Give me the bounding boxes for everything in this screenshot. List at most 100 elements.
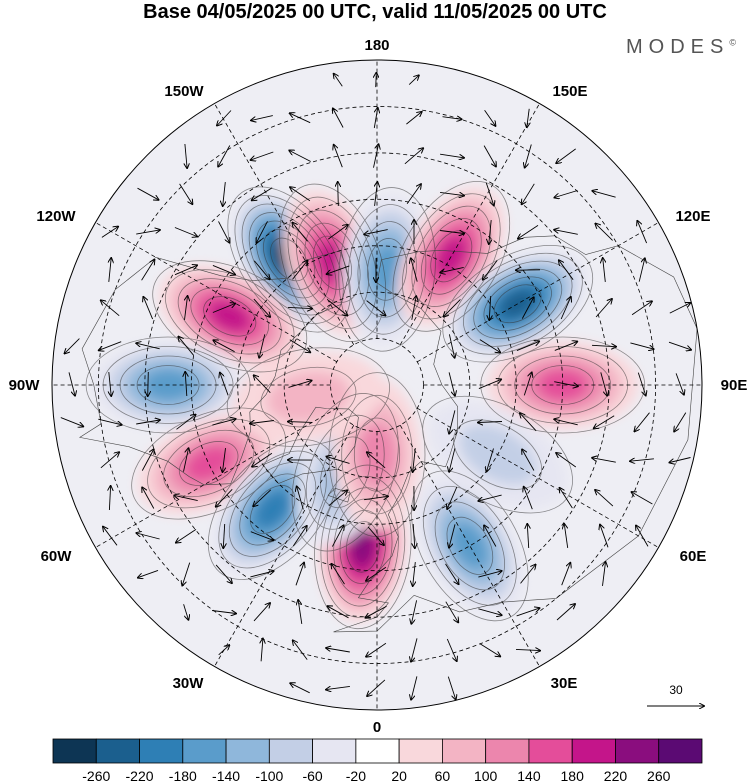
wind-arrow xyxy=(561,563,571,586)
wind-arrow xyxy=(366,642,387,656)
lon-label-120e: 120E xyxy=(675,208,710,225)
wind-arrow xyxy=(445,601,458,623)
wind-arrow xyxy=(600,372,607,395)
map-title: Base 04/05/2025 00 UTC, valid 11/05/2025… xyxy=(143,1,607,23)
wind-arrow xyxy=(636,526,649,547)
wind-arrow xyxy=(559,260,574,280)
wind-arrow xyxy=(411,258,418,282)
wind-arrow xyxy=(101,300,120,317)
wind-arrow xyxy=(367,452,386,469)
wind-arrow xyxy=(554,419,578,426)
colorbar-tick-label: -100 xyxy=(255,768,283,783)
anomaly-low xyxy=(213,444,332,575)
wind-arrow xyxy=(564,524,569,548)
wind-arrow xyxy=(183,604,189,619)
lon-label-0: 0 xyxy=(373,719,381,736)
wind-arrow xyxy=(290,683,310,694)
longitude-labels: 180 0 90W 90E 150W 120W 60W 30W 150E 120… xyxy=(9,37,748,736)
colorbar-tick-label: 260 xyxy=(647,768,671,783)
wind-arrow xyxy=(142,488,155,509)
wind-arrow xyxy=(524,487,533,510)
wind-arrow xyxy=(174,227,197,237)
wind-arrow xyxy=(669,303,690,314)
wind-arrow xyxy=(99,341,122,351)
wind-arrow xyxy=(376,73,377,88)
wind-arrow xyxy=(141,260,155,281)
wind-arrow xyxy=(638,258,645,282)
colorbar-swatch xyxy=(485,738,530,764)
wind-arrow xyxy=(630,342,653,349)
wind-arrow xyxy=(411,676,418,699)
colorbar-tick-label: -260 xyxy=(82,768,110,783)
wind-arrow xyxy=(333,109,344,128)
wind-arrow xyxy=(136,343,160,350)
wind-arrow xyxy=(212,611,236,614)
wind-arrow xyxy=(223,182,226,206)
wind-arrow xyxy=(594,415,615,429)
meridian-line xyxy=(95,407,337,548)
wind-arrow xyxy=(373,108,377,129)
wind-arrow xyxy=(554,381,578,387)
wind-arrow xyxy=(520,565,536,584)
wind-arrow xyxy=(289,339,310,353)
colorbar-tick-label: 140 xyxy=(517,768,541,783)
colorbar-swatch xyxy=(355,738,400,764)
wind-arrow xyxy=(484,526,497,547)
wind-arrow xyxy=(447,486,458,509)
wind-arrow xyxy=(375,182,378,206)
wind-arrow xyxy=(288,381,312,388)
wind-arrow xyxy=(478,379,501,390)
wind-arrow xyxy=(555,190,578,198)
wind-arrow xyxy=(411,296,416,320)
wind-arrow xyxy=(136,533,160,540)
wind-arrow xyxy=(212,264,235,274)
wind-arrow xyxy=(98,418,121,425)
svg-text:30: 30 xyxy=(669,683,683,697)
anomaly-low xyxy=(416,476,524,616)
wind-arrow xyxy=(60,417,83,427)
wind-arrow xyxy=(489,220,491,244)
wind-arrow xyxy=(556,604,575,621)
wind-arrow xyxy=(440,191,464,195)
meridian-line xyxy=(214,425,355,667)
wind-arrow xyxy=(406,184,421,205)
wind-arrow xyxy=(449,524,456,547)
lon-label-90w: 90W xyxy=(9,377,41,394)
wind-arrow xyxy=(600,525,609,548)
wind-arrow xyxy=(100,452,119,469)
wind-arrow xyxy=(592,191,616,198)
wind-arrow xyxy=(516,341,539,352)
colorbar-swatch xyxy=(182,738,227,764)
colorbar-swatch xyxy=(52,738,97,764)
wind-arrow xyxy=(367,526,384,545)
wind-arrow xyxy=(218,645,230,656)
latitude-circle xyxy=(190,198,564,572)
wind-arrow xyxy=(483,145,496,167)
wind-arrow xyxy=(521,297,533,319)
wind-arrow xyxy=(136,420,160,425)
wind-arrow xyxy=(213,340,235,353)
reference-vector: 30 xyxy=(647,683,704,706)
wind-arrow xyxy=(479,643,500,657)
colorbar-swatch xyxy=(528,738,573,764)
wind-arrow xyxy=(327,265,350,274)
wind-arrow xyxy=(364,229,388,235)
lon-label-150w: 150W xyxy=(164,83,204,100)
wind-arrow xyxy=(109,258,111,282)
wind-arrow xyxy=(293,640,308,660)
wind-arrow xyxy=(101,227,118,238)
colorbar-swatch xyxy=(615,738,660,764)
wind-arrow xyxy=(212,304,235,313)
colorbar: -260 -220 -180 -140 -100 -60 -20 20 60 100 140 180 2… xyxy=(52,738,703,783)
graticule xyxy=(52,60,702,710)
wind-arrow xyxy=(632,492,653,505)
contour-lines xyxy=(85,180,646,630)
coastline-path xyxy=(262,406,359,484)
wind-arrow xyxy=(292,223,308,242)
wind-arrow xyxy=(287,307,312,308)
wind-arrow xyxy=(366,300,386,316)
wind-arrow xyxy=(592,458,616,463)
wind-arrow xyxy=(560,488,573,509)
coastline xyxy=(79,235,698,633)
wind-arrow xyxy=(216,488,233,506)
